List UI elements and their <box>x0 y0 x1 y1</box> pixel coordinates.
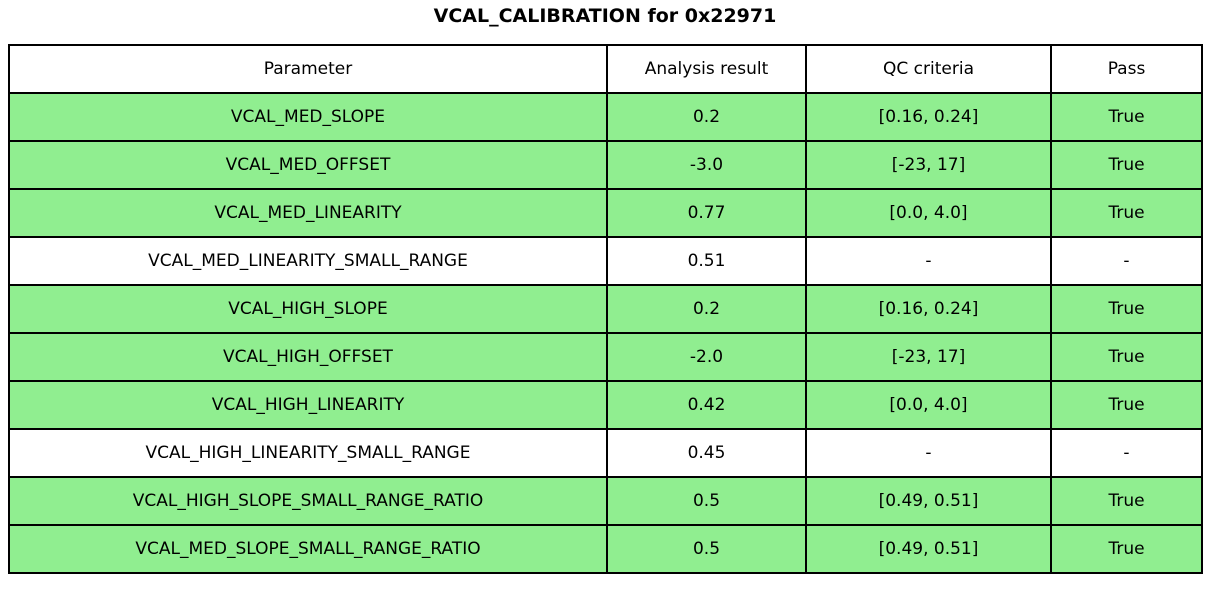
criteria-cell: [-23, 17] <box>805 140 1052 190</box>
table-body: VCAL_MED_SLOPE 0.2 [0.16, 0.24] True VCA… <box>8 92 1203 574</box>
column-header-analysis-result: Analysis result <box>606 44 807 94</box>
pass-cell: True <box>1050 332 1203 382</box>
criteria-cell: [0.16, 0.24] <box>805 92 1052 142</box>
pass-cell: True <box>1050 188 1203 238</box>
result-cell: 0.45 <box>606 428 807 478</box>
criteria-cell: [0.49, 0.51] <box>805 476 1052 526</box>
pass-cell: True <box>1050 92 1203 142</box>
parameter-cell: VCAL_HIGH_SLOPE <box>8 284 608 334</box>
table-row: VCAL_MED_LINEARITY 0.77 [0.0, 4.0] True <box>8 188 1203 238</box>
parameter-cell: VCAL_MED_SLOPE <box>8 92 608 142</box>
table-row: VCAL_HIGH_LINEARITY 0.42 [0.0, 4.0] True <box>8 380 1203 430</box>
result-cell: 0.2 <box>606 92 807 142</box>
calibration-results-table: Parameter Analysis result QC criteria Pa… <box>8 44 1203 574</box>
table-row: VCAL_MED_SLOPE_SMALL_RANGE_RATIO 0.5 [0.… <box>8 524 1203 574</box>
parameter-cell: VCAL_HIGH_OFFSET <box>8 332 608 382</box>
column-header-pass: Pass <box>1050 44 1203 94</box>
pass-cell: - <box>1050 236 1203 286</box>
result-cell: -3.0 <box>606 140 807 190</box>
criteria-cell: [0.0, 4.0] <box>805 380 1052 430</box>
page-title: VCAL_CALIBRATION for 0x22971 <box>433 5 777 27</box>
pass-cell: True <box>1050 476 1203 526</box>
result-cell: 0.42 <box>606 380 807 430</box>
parameter-cell: VCAL_MED_OFFSET <box>8 140 608 190</box>
parameter-cell: VCAL_MED_LINEARITY_SMALL_RANGE <box>8 236 608 286</box>
table-row: VCAL_MED_OFFSET -3.0 [-23, 17] True <box>8 140 1203 190</box>
table-row: VCAL_MED_SLOPE 0.2 [0.16, 0.24] True <box>8 92 1203 142</box>
criteria-cell: - <box>805 236 1052 286</box>
pass-cell: True <box>1050 140 1203 190</box>
result-cell: 0.5 <box>606 524 807 574</box>
table-row: VCAL_HIGH_SLOPE 0.2 [0.16, 0.24] True <box>8 284 1203 334</box>
result-cell: 0.5 <box>606 476 807 526</box>
column-header-qc-criteria: QC criteria <box>805 44 1052 94</box>
criteria-cell: [0.16, 0.24] <box>805 284 1052 334</box>
result-cell: 0.2 <box>606 284 807 334</box>
criteria-cell: [0.0, 4.0] <box>805 188 1052 238</box>
header-row: Parameter Analysis result QC criteria Pa… <box>8 44 1203 94</box>
parameter-cell: VCAL_HIGH_LINEARITY <box>8 380 608 430</box>
column-header-parameter: Parameter <box>8 44 608 94</box>
table-row: VCAL_MED_LINEARITY_SMALL_RANGE 0.51 - - <box>8 236 1203 286</box>
pass-cell: - <box>1050 428 1203 478</box>
pass-cell: True <box>1050 284 1203 334</box>
criteria-cell: [0.49, 0.51] <box>805 524 1052 574</box>
pass-cell: True <box>1050 380 1203 430</box>
table-row: VCAL_HIGH_OFFSET -2.0 [-23, 17] True <box>8 332 1203 382</box>
result-cell: -2.0 <box>606 332 807 382</box>
parameter-cell: VCAL_MED_SLOPE_SMALL_RANGE_RATIO <box>8 524 608 574</box>
table-row: VCAL_HIGH_LINEARITY_SMALL_RANGE 0.45 - - <box>8 428 1203 478</box>
criteria-cell: [-23, 17] <box>805 332 1052 382</box>
parameter-cell: VCAL_HIGH_LINEARITY_SMALL_RANGE <box>8 428 608 478</box>
parameter-cell: VCAL_HIGH_SLOPE_SMALL_RANGE_RATIO <box>8 476 608 526</box>
table-header: Parameter Analysis result QC criteria Pa… <box>8 44 1203 94</box>
criteria-cell: - <box>805 428 1052 478</box>
parameter-cell: VCAL_MED_LINEARITY <box>8 188 608 238</box>
pass-cell: True <box>1050 524 1203 574</box>
result-cell: 0.51 <box>606 236 807 286</box>
result-cell: 0.77 <box>606 188 807 238</box>
table-row: VCAL_HIGH_SLOPE_SMALL_RANGE_RATIO 0.5 [0… <box>8 476 1203 526</box>
